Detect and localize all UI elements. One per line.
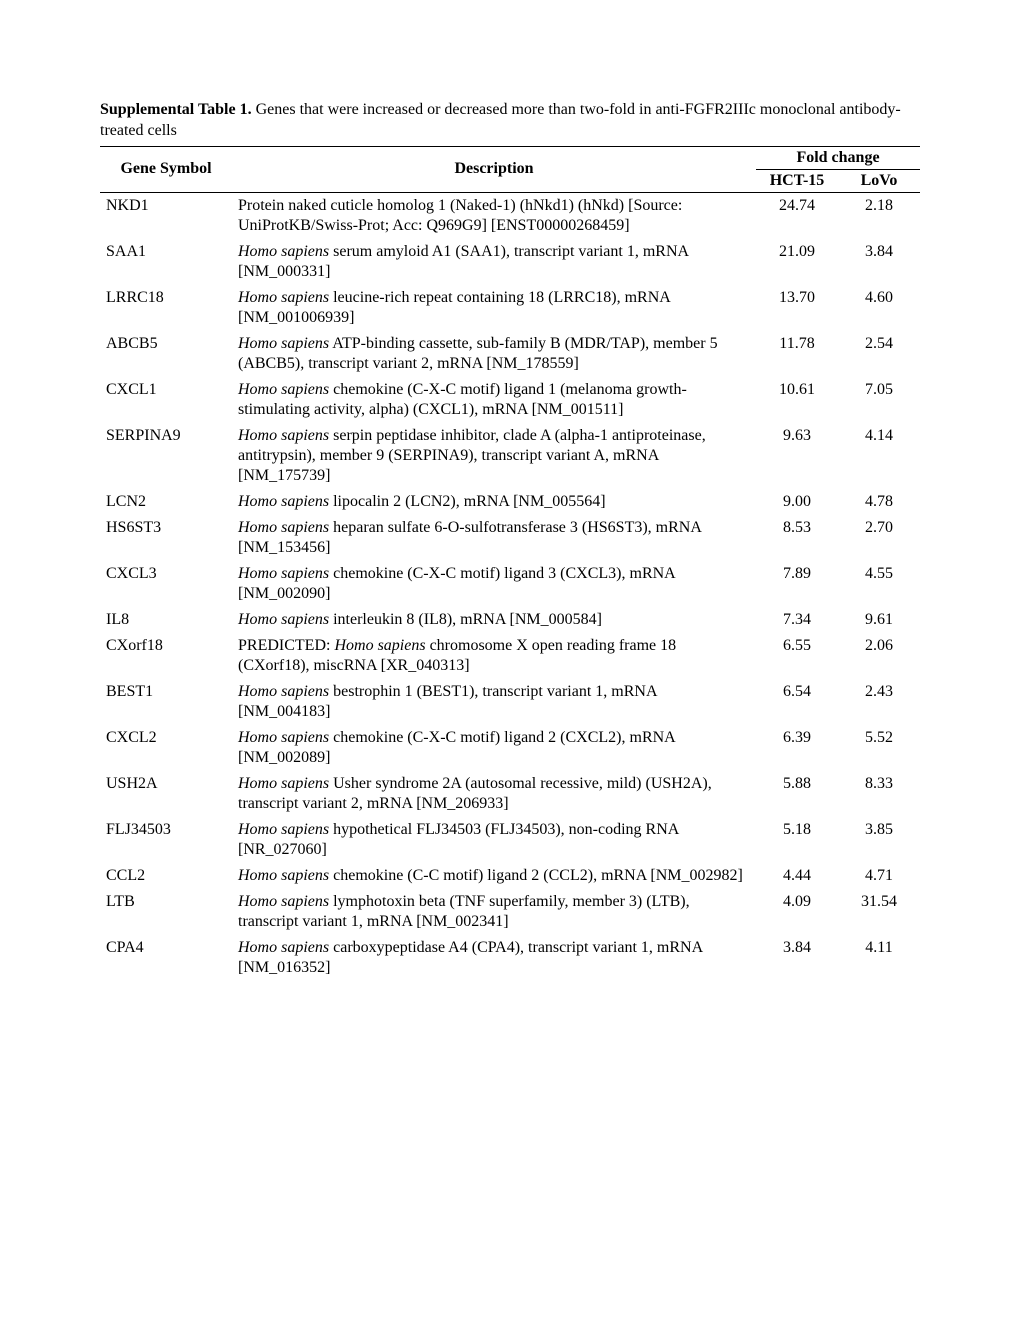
- table-row: SERPINA9Homo sapiens serpin peptidase in…: [100, 423, 920, 489]
- gene-symbol: BEST1: [100, 679, 232, 725]
- hct15-value: 7.34: [756, 607, 838, 633]
- gene-description: Homo sapiens ATP-binding cassette, sub-f…: [232, 331, 756, 377]
- lovo-value: 3.84: [838, 239, 920, 285]
- gene-description: Homo sapiens Usher syndrome 2A (autosoma…: [232, 771, 756, 817]
- gene-description: Homo sapiens interleukin 8 (IL8), mRNA […: [232, 607, 756, 633]
- gene-description: PREDICTED: Homo sapiens chromosome X ope…: [232, 633, 756, 679]
- lovo-value: 4.60: [838, 285, 920, 331]
- gene-description: Homo sapiens leucine-rich repeat contain…: [232, 285, 756, 331]
- table-row: FLJ34503Homo sapiens hypothetical FLJ345…: [100, 817, 920, 863]
- hct15-value: 6.39: [756, 725, 838, 771]
- table-row: HS6ST3Homo sapiens heparan sulfate 6-O-s…: [100, 515, 920, 561]
- lovo-value: 5.52: [838, 725, 920, 771]
- table-caption: Supplemental Table 1. Genes that were in…: [100, 100, 920, 142]
- gene-symbol: HS6ST3: [100, 515, 232, 561]
- gene-description: Homo sapiens hypothetical FLJ34503 (FLJ3…: [232, 817, 756, 863]
- header-lovo: LoVo: [838, 169, 920, 192]
- lovo-value: 31.54: [838, 889, 920, 935]
- gene-description: Homo sapiens bestrophin 1 (BEST1), trans…: [232, 679, 756, 725]
- gene-symbol: LTB: [100, 889, 232, 935]
- hct15-value: 4.09: [756, 889, 838, 935]
- gene-symbol: CXCL3: [100, 561, 232, 607]
- gene-symbol: LCN2: [100, 489, 232, 515]
- hct15-value: 11.78: [756, 331, 838, 377]
- hct15-value: 5.18: [756, 817, 838, 863]
- gene-symbol: SAA1: [100, 239, 232, 285]
- lovo-value: 2.54: [838, 331, 920, 377]
- hct15-value: 24.74: [756, 192, 838, 239]
- header-desc: Description: [232, 146, 756, 192]
- header-fold: Fold change: [756, 146, 920, 169]
- gene-symbol: USH2A: [100, 771, 232, 817]
- lovo-value: 4.14: [838, 423, 920, 489]
- hct15-value: 21.09: [756, 239, 838, 285]
- table-row: CXCL3Homo sapiens chemokine (C-X-C motif…: [100, 561, 920, 607]
- header-hct15: HCT-15: [756, 169, 838, 192]
- gene-symbol: NKD1: [100, 192, 232, 239]
- lovo-value: 4.11: [838, 935, 920, 981]
- table-row: LCN2Homo sapiens lipocalin 2 (LCN2), mRN…: [100, 489, 920, 515]
- gene-symbol: CCL2: [100, 863, 232, 889]
- hct15-value: 9.63: [756, 423, 838, 489]
- gene-symbol: IL8: [100, 607, 232, 633]
- header-gene: Gene Symbol: [100, 146, 232, 192]
- hct15-value: 8.53: [756, 515, 838, 561]
- hct15-value: 3.84: [756, 935, 838, 981]
- hct15-value: 4.44: [756, 863, 838, 889]
- lovo-value: 4.55: [838, 561, 920, 607]
- lovo-value: 3.85: [838, 817, 920, 863]
- lovo-value: 4.78: [838, 489, 920, 515]
- gene-symbol: FLJ34503: [100, 817, 232, 863]
- lovo-value: 2.70: [838, 515, 920, 561]
- hct15-value: 6.54: [756, 679, 838, 725]
- gene-symbol: ABCB5: [100, 331, 232, 377]
- table-row: ABCB5Homo sapiens ATP-binding cassette, …: [100, 331, 920, 377]
- gene-symbol: CXorf18: [100, 633, 232, 679]
- hct15-value: 5.88: [756, 771, 838, 817]
- gene-symbol: SERPINA9: [100, 423, 232, 489]
- gene-table: Gene Symbol Description Fold change HCT-…: [100, 146, 920, 981]
- table-row: CPA4Homo sapiens carboxypeptidase A4 (CP…: [100, 935, 920, 981]
- table-row: CXCL1Homo sapiens chemokine (C-X-C motif…: [100, 377, 920, 423]
- table-row: LTBHomo sapiens lymphotoxin beta (TNF su…: [100, 889, 920, 935]
- gene-description: Homo sapiens chemokine (C-X-C motif) lig…: [232, 725, 756, 771]
- gene-description: Protein naked cuticle homolog 1 (Naked-1…: [232, 192, 756, 239]
- hct15-value: 7.89: [756, 561, 838, 607]
- lovo-value: 9.61: [838, 607, 920, 633]
- table-row: IL8Homo sapiens interleukin 8 (IL8), mRN…: [100, 607, 920, 633]
- gene-symbol: CXCL2: [100, 725, 232, 771]
- gene-description: Homo sapiens carboxypeptidase A4 (CPA4),…: [232, 935, 756, 981]
- gene-description: Homo sapiens chemokine (C-X-C motif) lig…: [232, 561, 756, 607]
- hct15-value: 10.61: [756, 377, 838, 423]
- hct15-value: 13.70: [756, 285, 838, 331]
- lovo-value: 8.33: [838, 771, 920, 817]
- table-row: BEST1Homo sapiens bestrophin 1 (BEST1), …: [100, 679, 920, 725]
- gene-description: Homo sapiens lymphotoxin beta (TNF super…: [232, 889, 756, 935]
- gene-description: Homo sapiens lipocalin 2 (LCN2), mRNA [N…: [232, 489, 756, 515]
- lovo-value: 2.06: [838, 633, 920, 679]
- gene-symbol: CPA4: [100, 935, 232, 981]
- lovo-value: 2.43: [838, 679, 920, 725]
- lovo-value: 4.71: [838, 863, 920, 889]
- gene-description: Homo sapiens heparan sulfate 6-O-sulfotr…: [232, 515, 756, 561]
- table-row: USH2AHomo sapiens Usher syndrome 2A (aut…: [100, 771, 920, 817]
- table-row: NKD1Protein naked cuticle homolog 1 (Nak…: [100, 192, 920, 239]
- gene-description: Homo sapiens serum amyloid A1 (SAA1), tr…: [232, 239, 756, 285]
- gene-symbol: LRRC18: [100, 285, 232, 331]
- gene-description: Homo sapiens serpin peptidase inhibitor,…: [232, 423, 756, 489]
- lovo-value: 2.18: [838, 192, 920, 239]
- gene-symbol: CXCL1: [100, 377, 232, 423]
- caption-title: Supplemental Table 1.: [100, 101, 252, 118]
- table-row: LRRC18Homo sapiens leucine-rich repeat c…: [100, 285, 920, 331]
- table-row: SAA1Homo sapiens serum amyloid A1 (SAA1)…: [100, 239, 920, 285]
- table-row: CXorf18PREDICTED: Homo sapiens chromosom…: [100, 633, 920, 679]
- gene-description: Homo sapiens chemokine (C-X-C motif) lig…: [232, 377, 756, 423]
- table-row: CXCL2Homo sapiens chemokine (C-X-C motif…: [100, 725, 920, 771]
- hct15-value: 6.55: [756, 633, 838, 679]
- lovo-value: 7.05: [838, 377, 920, 423]
- gene-description: Homo sapiens chemokine (C-C motif) ligan…: [232, 863, 756, 889]
- table-row: CCL2Homo sapiens chemokine (C-C motif) l…: [100, 863, 920, 889]
- hct15-value: 9.00: [756, 489, 838, 515]
